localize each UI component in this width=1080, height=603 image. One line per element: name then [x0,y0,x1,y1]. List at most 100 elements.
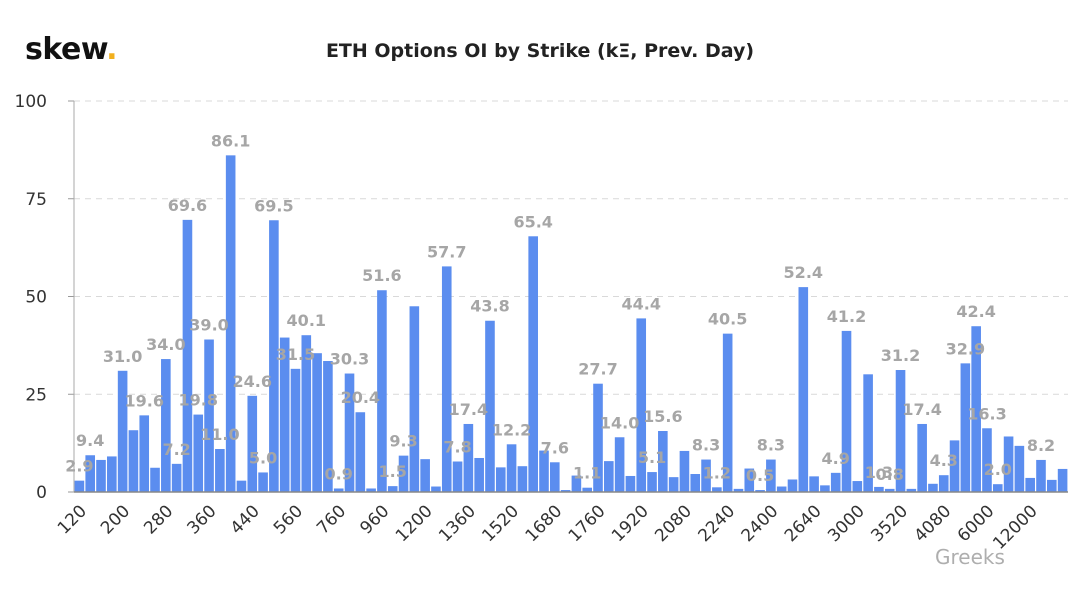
data-label: 2.9 [65,457,93,476]
data-label: 1.1 [573,464,601,483]
data-label: 32.9 [946,339,985,358]
bar [517,466,528,492]
bar [701,459,711,492]
x-tick-label: 440 [227,501,264,538]
data-label: 31.0 [103,347,142,366]
data-label: 8.2 [1027,436,1055,455]
bar [301,335,312,492]
bar [560,490,571,492]
x-tick-label: 280 [140,501,177,538]
skew-logo: skew. [25,32,118,67]
bar [279,337,290,492]
bar [290,368,301,492]
bar [690,474,701,492]
bar [906,488,917,492]
bar [830,472,841,492]
bar [928,483,938,492]
bar [117,370,128,492]
data-label: 44.4 [621,294,660,313]
bar [409,306,420,492]
bar [722,333,733,492]
x-tick-label: 1760 [565,501,610,546]
data-label: 31.2 [881,346,920,365]
watermark-text: Greeks [935,545,1005,569]
bar [247,395,258,492]
data-label: 69.6 [168,196,207,215]
x-tick-label: 960 [356,501,393,538]
data-label: 9.4 [76,431,104,450]
bar [539,450,549,492]
bar [960,363,971,492]
bar [139,415,150,492]
bars [74,155,1068,492]
data-label: 4.3 [930,451,958,470]
data-label: 30.3 [330,350,369,369]
bar [495,467,506,492]
data-label: 52.4 [784,263,823,282]
x-tick-label: 2640 [781,501,826,546]
data-label: 20.4 [341,388,380,407]
bar [874,486,884,492]
logo-text: skew [25,32,107,67]
data-label: 4.9 [822,449,850,468]
bar [344,373,355,492]
bar [755,490,765,492]
data-label: 15.6 [643,407,682,426]
y-tick-label: 75 [25,190,47,210]
bar [377,290,387,492]
bar [193,414,204,492]
x-tick-label: 1680 [522,501,567,546]
bar [1003,436,1014,492]
data-label: 19.8 [179,391,218,410]
bar [333,488,344,492]
data-label: 0.8 [876,465,904,484]
data-label: 11.0 [200,425,239,444]
bar [820,485,830,492]
bar [150,467,160,492]
y-tick-label: 100 [15,92,47,112]
data-label: 8.3 [692,436,720,455]
data-label: 16.3 [967,404,1006,423]
bar [776,486,787,492]
bar [85,455,96,492]
bar [766,459,776,492]
x-tick-label: 1520 [478,501,523,546]
data-label: 0.5 [746,466,774,485]
data-label: 41.2 [827,307,866,326]
bar [474,457,484,492]
data-label: 40.5 [708,310,747,329]
bar [604,461,614,492]
data-label: 9.3 [389,432,417,451]
bar [96,459,106,492]
x-tick-label: 2080 [651,501,696,546]
y-tick-label: 25 [25,385,47,405]
data-label: 65.4 [513,212,552,231]
logo-dot: . [106,32,118,67]
y-tick-label: 0 [36,483,47,503]
bar [506,444,517,492]
bar [917,423,927,492]
data-label: 31.5 [276,345,315,364]
bar [431,486,441,492]
bar [1036,459,1046,492]
bar [1057,468,1068,492]
bar [744,468,755,492]
data-label: 7.8 [443,438,471,457]
x-tick-label: 120 [54,501,91,538]
bar [387,486,398,492]
bar [312,353,322,492]
bar [528,236,538,492]
bar [668,477,679,492]
x-tick-label: 1200 [392,501,437,546]
data-label: 51.6 [362,266,401,285]
data-label: 19.6 [124,391,163,410]
data-label: 5.0 [249,448,277,467]
bar [971,326,981,492]
bar [1025,477,1035,492]
data-label: 14.0 [600,413,639,432]
bar [787,479,798,492]
data-label: 1.5 [379,462,407,481]
bar [636,318,647,492]
bar [182,219,193,492]
